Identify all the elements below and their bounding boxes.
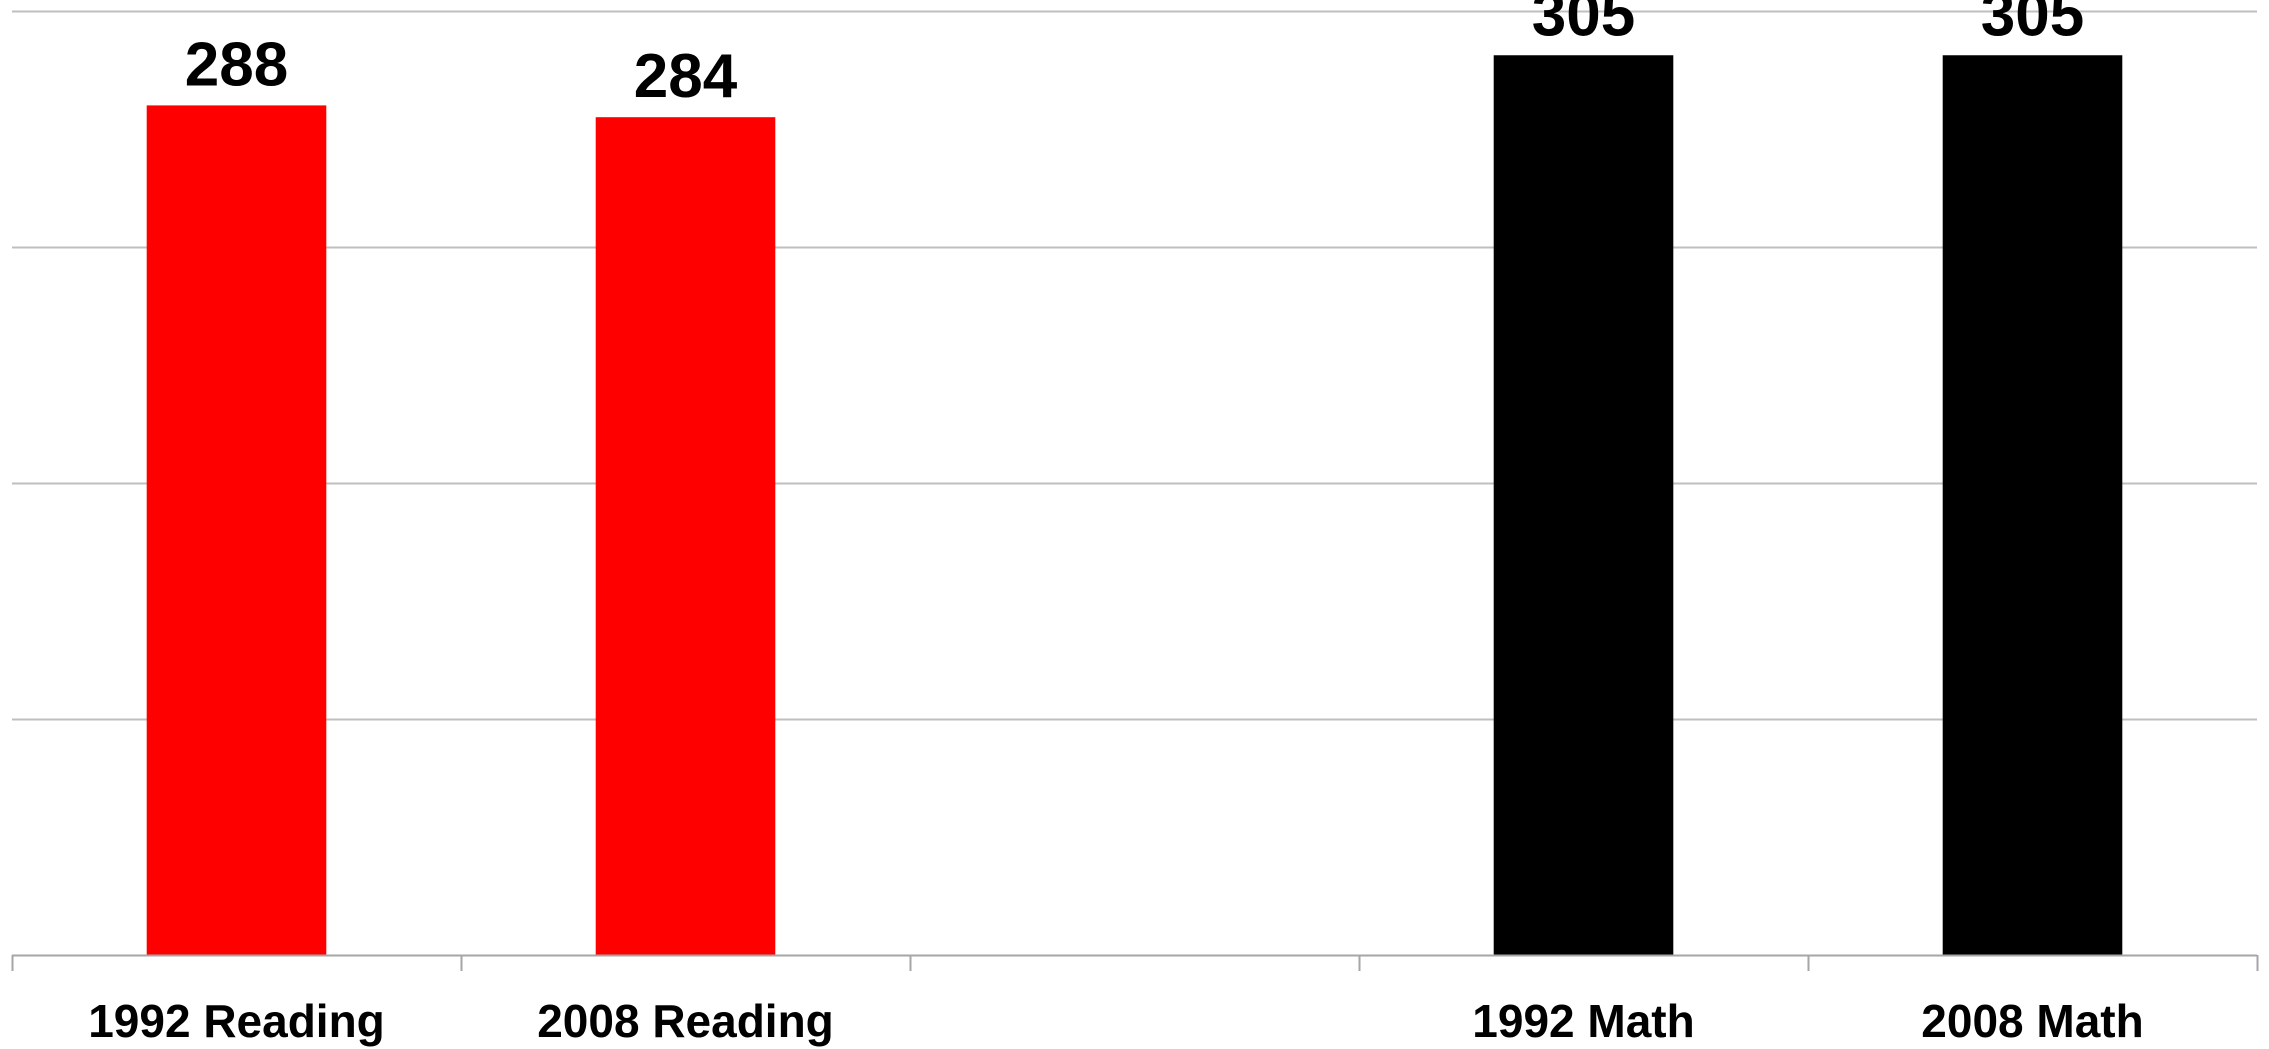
- bars: [146, 55, 2123, 955]
- bar: [1493, 55, 1674, 955]
- data-label: 305: [1532, 0, 1635, 49]
- category-label: 2008 Reading: [537, 995, 834, 1047]
- bar: [595, 117, 776, 955]
- category-label: 1992 Math: [1472, 995, 1694, 1047]
- data-labels: 288 284 305 305: [185, 0, 2084, 111]
- data-label: 288: [185, 30, 288, 99]
- x-axis: [11, 954, 2259, 971]
- category-labels: 1992 Reading 2008 Reading 1992 Math 2008 Ma…: [88, 995, 2144, 1047]
- category-label: 1992 Reading: [88, 995, 385, 1047]
- bar: [146, 105, 327, 955]
- data-label: 305: [1981, 0, 2084, 49]
- bar: [1942, 55, 2123, 955]
- gridlines: [12, 10, 2257, 721]
- category-label: 2008 Math: [1921, 995, 2143, 1047]
- data-label: 284: [634, 42, 738, 111]
